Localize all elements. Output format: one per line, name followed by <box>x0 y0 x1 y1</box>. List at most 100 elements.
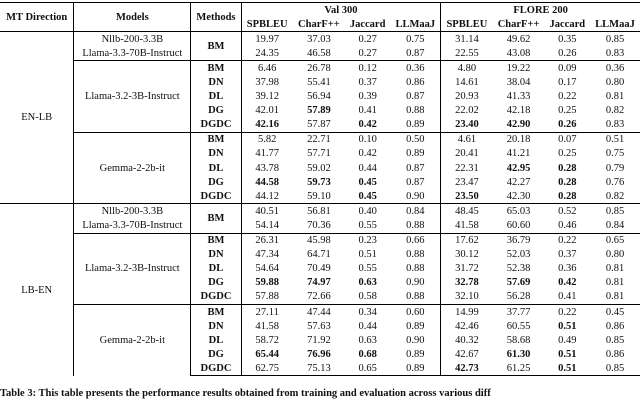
value-cell: 0.89 <box>390 146 442 162</box>
value-cell: 49.62 <box>492 31 545 47</box>
value-cell: 24.35 <box>255 47 280 59</box>
value-cell: 76.96 <box>307 348 331 360</box>
value-cell: 0.85 <box>590 361 640 377</box>
value-cell: 27.11 <box>241 303 293 320</box>
value-cell: 40.51 <box>241 203 293 219</box>
value-cell: 0.51 <box>558 348 577 360</box>
value-cell: 0.85 <box>590 31 640 47</box>
value-cell: 0.86 <box>605 348 625 360</box>
value-cell: 23.40 <box>455 119 479 131</box>
value-cell: 20.41 <box>455 148 479 160</box>
value-cell: 57.71 <box>307 148 331 160</box>
value-cell: 0.66 <box>390 232 442 248</box>
value-cell: 0.42 <box>358 148 377 160</box>
value-cell: 0.42 <box>558 277 577 289</box>
value-cell: 38.04 <box>506 77 531 89</box>
value-cell: 0.22 <box>558 91 577 103</box>
value-cell: 47.44 <box>292 303 345 320</box>
value-cell: 22.55 <box>455 47 479 59</box>
value-cell: 74.97 <box>307 277 331 289</box>
value-cell: 0.37 <box>558 249 577 261</box>
model-cell: Nllb-200-3.3B <box>73 31 192 47</box>
table-row: Llama-3.3-70B-Instruct 24.35 46.58 0.27 0.87… <box>0 46 640 61</box>
value-cell: 14.99 <box>440 303 493 320</box>
value-cell: 57.87 <box>307 119 331 131</box>
value-cell: 42.90 <box>506 119 531 131</box>
value-cell: 0.68 <box>358 348 377 360</box>
header-cell: Models <box>73 1 192 32</box>
value-cell: 5.82 <box>241 131 293 147</box>
value-cell: 0.85 <box>590 203 640 219</box>
value-cell: 0.81 <box>605 91 625 103</box>
value-cell: 0.28 <box>558 162 577 174</box>
metric-header: CharF++ <box>292 17 345 33</box>
value-cell: 0.41 <box>558 291 577 303</box>
value-cell: 41.33 <box>506 91 531 103</box>
value-cell: 37.77 <box>492 303 545 320</box>
metric-row: SPBLEU CharF++ Jaccard LLMaaJ SPBLEU CharF++ J… <box>0 17 640 33</box>
value-cell: 59.88 <box>255 277 280 289</box>
value-cell: 0.28 <box>558 190 577 202</box>
value-cell: 4.80 <box>440 60 493 76</box>
value-cell: 60.55 <box>506 320 531 332</box>
value-cell: 0.88 <box>390 103 442 118</box>
value-cell: 41.21 <box>506 148 531 160</box>
value-cell: 20.18 <box>492 131 545 147</box>
value-cell: 22.31 <box>455 162 479 174</box>
value-cell: 0.36 <box>590 60 640 76</box>
value-cell: 0.82 <box>605 190 625 202</box>
value-cell: 0.41 <box>358 105 377 117</box>
value-cell: 57.69 <box>506 277 531 289</box>
metric-header: LLMaaJ <box>590 17 640 33</box>
table-row: DL 39.12 56.94 0.39 0.87 20.93 41.33 0.22 0.81 <box>0 89 640 104</box>
value-cell: 39.12 <box>255 91 280 103</box>
value-cell: 0.34 <box>344 303 391 320</box>
table-row: Llama-3.3-70B-Instruct 54.14 70.36 0.55 0.88… <box>0 218 640 233</box>
value-cell: 0.90 <box>390 275 442 290</box>
value-cell: 4.61 <box>440 131 493 147</box>
value-cell: 41.77 <box>255 148 280 160</box>
value-cell: 0.65 <box>590 232 640 248</box>
table-row: Llama-3.2-3B-Instruct BM 6.46 26.78 0.12 0.36… <box>0 60 640 133</box>
table-row: DGDC 42.16 57.87 0.42 0.89 23.40 42.90 0.26 0.83 <box>0 117 640 133</box>
value-cell: 61.30 <box>506 348 531 360</box>
value-cell: 31.14 <box>440 31 493 47</box>
value-cell: 59.10 <box>307 190 331 202</box>
value-cell: 0.26 <box>558 119 577 131</box>
value-cell: 37.98 <box>255 77 280 89</box>
metric-header: Jaccard <box>544 17 591 33</box>
value-cell: 42.30 <box>506 190 531 202</box>
table-row: DG 59.88 74.97 0.63 0.90 32.78 57.69 0.42 0.81 <box>0 275 640 290</box>
value-cell: 65.03 <box>492 203 545 219</box>
table-row: DN 37.98 55.41 0.37 0.86 14.61 38.04 0.17 0.80 <box>0 75 640 90</box>
table-row: Gemma-2-2b-it BM 5.82 22.71 0.10 0.50 4.61 20.1… <box>0 131 640 204</box>
value-cell: 57.89 <box>307 105 331 117</box>
method-cell: BM <box>190 31 242 61</box>
method-cell: BM <box>190 232 242 248</box>
value-cell: 0.51 <box>590 131 640 147</box>
value-cell: 0.17 <box>558 77 577 89</box>
value-cell: 23.50 <box>455 190 479 202</box>
value-cell: 54.64 <box>255 263 280 275</box>
value-cell: 70.36 <box>307 219 331 231</box>
value-cell: 0.36 <box>390 60 442 76</box>
value-cell: 6.46 <box>241 60 293 76</box>
value-cell: 0.84 <box>390 203 442 219</box>
value-cell: 0.45 <box>358 176 377 188</box>
method-cell: BM <box>190 203 242 233</box>
value-cell: 65.44 <box>255 348 280 360</box>
results-table: MT Direction Models Methods Val 300 FLOR… <box>0 1 640 377</box>
value-cell: 0.80 <box>605 77 625 89</box>
caption: Table 3: This table presents the perform… <box>0 388 491 399</box>
value-cell: 57.63 <box>307 320 331 332</box>
value-cell: 0.22 <box>544 303 591 320</box>
value-cell: 0.75 <box>390 31 442 47</box>
method-cell: DG <box>190 175 242 190</box>
value-cell: 0.49 <box>558 334 577 346</box>
value-cell: 0.37 <box>358 77 377 89</box>
value-cell: 0.45 <box>358 190 377 202</box>
value-cell: 0.90 <box>390 189 442 204</box>
value-cell: 42.16 <box>255 119 280 131</box>
value-cell: 19.97 <box>241 31 293 47</box>
value-cell: 0.87 <box>390 175 442 190</box>
